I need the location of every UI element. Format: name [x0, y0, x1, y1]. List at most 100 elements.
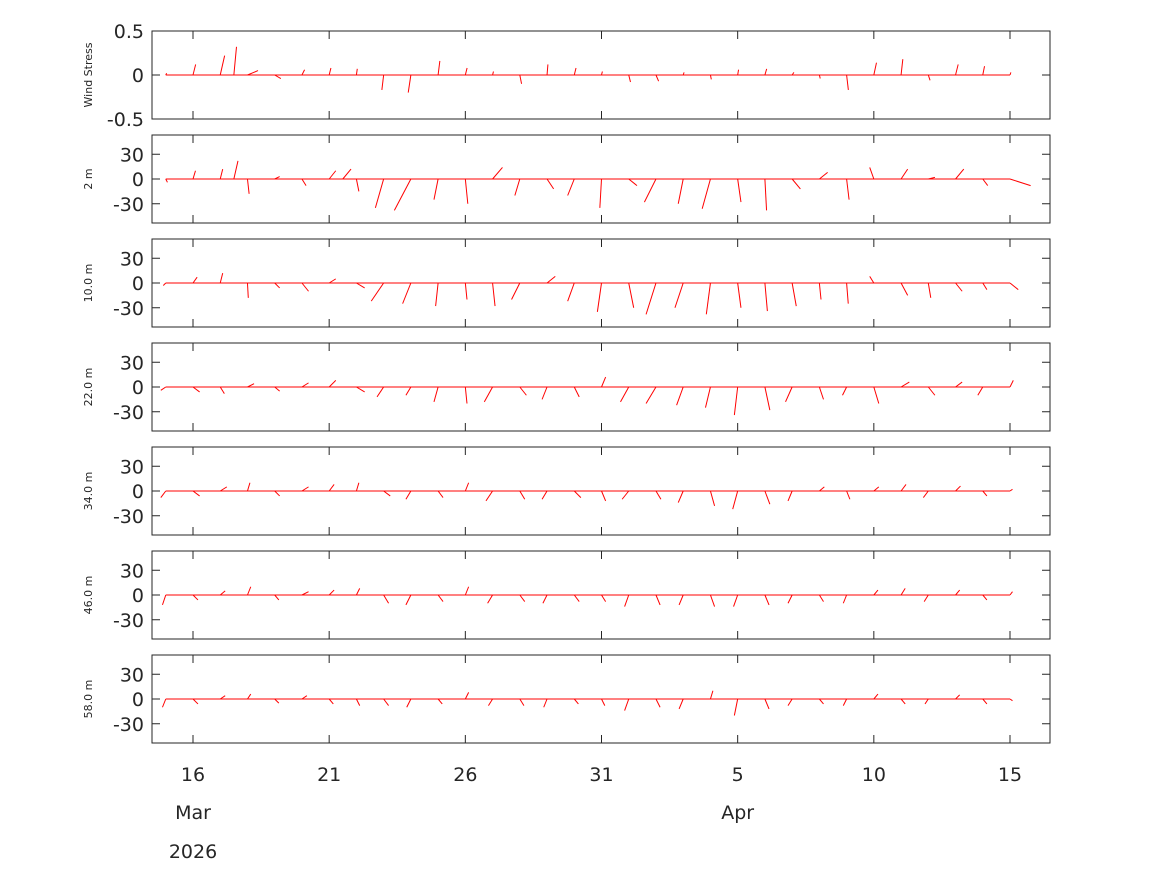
y-tick-label: -30: [113, 194, 144, 216]
vector-stick: [900, 282, 909, 296]
vector-stick: [655, 490, 662, 500]
y-tick-label: 0: [132, 689, 144, 711]
y-tick-label: -30: [113, 714, 144, 736]
vector-stick: [621, 490, 630, 500]
vector-stick: [869, 276, 875, 284]
vector-stick: [955, 589, 961, 596]
vector-stick: [982, 698, 988, 705]
vector-stick: [873, 386, 880, 404]
vector-stick: [982, 282, 988, 290]
vector-stick: [192, 170, 196, 180]
y-tick-label: 0: [132, 65, 144, 87]
vector-stick: [192, 594, 199, 601]
vector-stick: [402, 282, 412, 304]
panel-ylabel: 22.0 m: [82, 368, 95, 407]
vector-stick: [900, 484, 907, 492]
vector-stick: [541, 490, 548, 500]
vector-stick: [900, 168, 909, 180]
vector-stick: [274, 386, 280, 392]
vector-stick: [435, 282, 439, 307]
vector-stick: [162, 282, 167, 286]
vector-stick: [787, 594, 793, 604]
vector-stick: [342, 168, 352, 180]
vector-stick: [923, 594, 929, 602]
vector-stick: [818, 74, 821, 79]
vector-stick: [655, 74, 660, 82]
vector-stick: [192, 490, 200, 497]
vector-stick: [219, 386, 225, 394]
vector-stick: [846, 74, 849, 91]
vector-stick: [383, 490, 391, 497]
vector-stick: [701, 178, 711, 209]
vector-stick: [219, 55, 226, 76]
vector-stick: [274, 74, 282, 79]
y-tick-label: -30: [113, 506, 144, 528]
vector-stick: [301, 695, 308, 700]
vector-stick: [764, 68, 768, 76]
x-tick-label: 21: [317, 764, 341, 786]
vector-stick: [383, 594, 390, 604]
vector-stick: [433, 386, 439, 402]
x-tick-label: 15: [998, 764, 1022, 786]
vector-stick: [764, 594, 770, 606]
vector-stick: [301, 382, 309, 388]
vector-stick: [678, 594, 684, 606]
vector-stick: [519, 386, 527, 396]
vector-stick: [737, 282, 742, 308]
vector-stick: [677, 490, 684, 503]
vector-stick: [596, 282, 602, 312]
vector-stick: [519, 490, 526, 500]
vector-stick: [247, 70, 259, 76]
vector-stick: [546, 276, 556, 284]
vector-stick: [567, 282, 575, 302]
x-tick-label: 26: [453, 764, 477, 786]
vector-stick: [927, 386, 936, 396]
vector-stick: [464, 386, 468, 404]
vector-stick: [573, 490, 582, 498]
y-tick-label: -30: [113, 610, 144, 632]
vector-stick: [485, 490, 493, 502]
vector-stick: [655, 594, 661, 606]
vector-stick: [407, 74, 412, 93]
y-tick-label: 30: [120, 248, 144, 270]
vector-stick: [869, 167, 875, 180]
y-tick-label: -0.5: [107, 109, 144, 131]
vector-stick: [601, 698, 606, 706]
vector-stick: [705, 282, 711, 315]
vector-stick: [927, 74, 931, 81]
vector-stick: [643, 178, 657, 203]
vector-stick: [676, 386, 684, 406]
vector-stick: [301, 69, 306, 76]
vector-stick: [764, 386, 771, 411]
vector-stick: [737, 69, 740, 76]
vector-stick: [819, 486, 825, 492]
vector-stick: [733, 386, 739, 416]
vector-stick: [433, 178, 439, 200]
panel-ylabel: Wind Stress: [82, 42, 95, 107]
vector-stick: [924, 698, 929, 705]
vector-stick: [674, 282, 684, 308]
panel-ylabel: 2 m: [82, 168, 95, 189]
vector-stick: [873, 589, 879, 596]
vector-stick: [655, 698, 661, 708]
vector-stick: [355, 482, 360, 492]
vector-stick: [519, 74, 523, 84]
vector-stick: [842, 698, 848, 706]
year-label: 2026: [169, 841, 217, 863]
vector-stick: [785, 386, 793, 403]
vector-stick: [511, 282, 521, 300]
y-tick-label: 0: [132, 481, 144, 503]
vector-stick: [787, 490, 793, 502]
vector-stick: [405, 490, 412, 500]
y-tick-label: -30: [113, 402, 144, 424]
vector-stick: [519, 594, 526, 602]
vector-stick: [192, 386, 200, 393]
vector-stick: [628, 74, 631, 83]
vector-stick: [818, 282, 822, 300]
vector-stick: [160, 490, 167, 498]
vector-stick: [546, 178, 555, 190]
month-label: Apr: [721, 802, 754, 824]
vector-stick: [274, 282, 281, 289]
vector-stick: [393, 178, 412, 211]
